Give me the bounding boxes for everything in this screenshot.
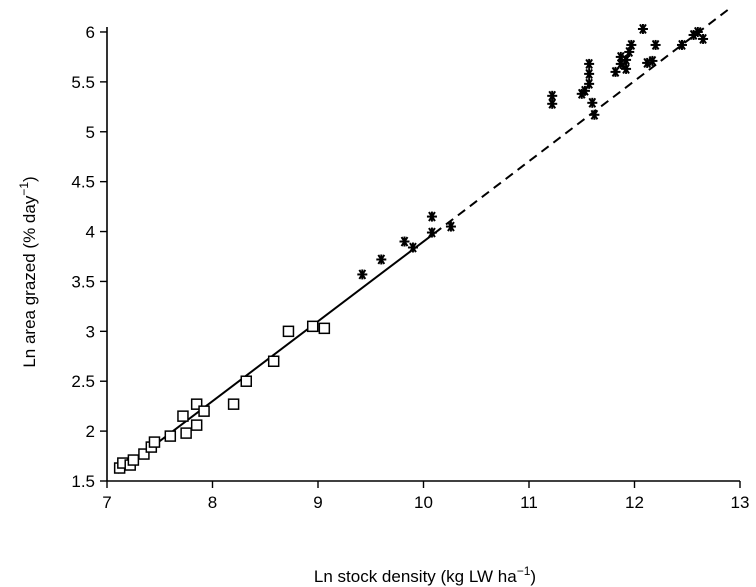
y-tick-label: 3 [86, 322, 95, 341]
y-tick-label: 2 [86, 422, 95, 441]
y-tick-label: 3.5 [71, 272, 95, 291]
asterisk-point [650, 39, 661, 51]
square-point [127, 454, 140, 466]
square-point [177, 410, 189, 422]
square-point [138, 448, 150, 460]
y-tick-label: 4.5 [71, 173, 95, 192]
asterisk-point [587, 97, 598, 108]
square-point [282, 325, 295, 338]
asterisk-point [407, 242, 418, 253]
fit-lines [116, 6, 733, 474]
x-tick-label: 8 [208, 493, 217, 512]
asterisk-point [626, 39, 637, 51]
asterisk-point [357, 269, 368, 280]
square-point [190, 419, 203, 431]
y-tick-label: 4 [86, 223, 95, 242]
asterisk-point [584, 58, 595, 69]
extrapolated-line [433, 6, 733, 235]
y-tick-label: 5.5 [71, 73, 95, 92]
asterisk-point [426, 211, 437, 222]
y-tick-label: 1.5 [71, 472, 95, 491]
data-points [113, 23, 709, 474]
asterisk-point [589, 109, 600, 120]
y-tick-label: 6 [86, 23, 95, 42]
asterisk-point [399, 236, 410, 247]
x-tick-label: 9 [313, 493, 322, 512]
square-point [190, 398, 203, 410]
y-tick-label: 2.5 [71, 372, 95, 391]
square-point [198, 405, 210, 417]
y-tick-label: 5 [86, 123, 95, 142]
y-axis: 1.5 2 2.5 3 3.5 4 4.5 5 5.5 6 [71, 23, 108, 491]
x-tick-label: 13 [731, 493, 750, 512]
x-tick-label: 12 [625, 493, 644, 512]
square-point [267, 355, 280, 368]
asterisk-point [426, 227, 437, 238]
square-point [164, 430, 177, 442]
asterisk-point [621, 63, 632, 74]
asterisk-point [584, 68, 595, 79]
asterisk-point [676, 39, 687, 51]
asterisk-point [621, 54, 632, 65]
asterisk-point [584, 78, 595, 89]
asterisk-point [610, 66, 621, 77]
x-tick-label: 7 [102, 493, 111, 512]
asterisk-point [376, 254, 387, 265]
asterisk-point [547, 90, 558, 101]
asterisk-point [698, 33, 709, 45]
asterisk-point [637, 23, 648, 35]
square-point [227, 398, 240, 410]
x-axis: 7 8 9 10 11 12 13 [102, 480, 750, 512]
asterisk-point [647, 55, 658, 66]
x-tick-label: 11 [520, 493, 538, 512]
square-point [240, 375, 253, 387]
x-tick-label: 10 [414, 493, 433, 512]
square-point [306, 320, 319, 333]
y-axis-title: Ln area grazed (% day−1) [17, 176, 39, 367]
asterisk-point [445, 221, 456, 232]
square-point [148, 436, 161, 448]
x-axis-title: Ln stock density (kg LW ha−1) [314, 564, 536, 586]
square-point [318, 322, 331, 335]
square-point [180, 427, 192, 439]
